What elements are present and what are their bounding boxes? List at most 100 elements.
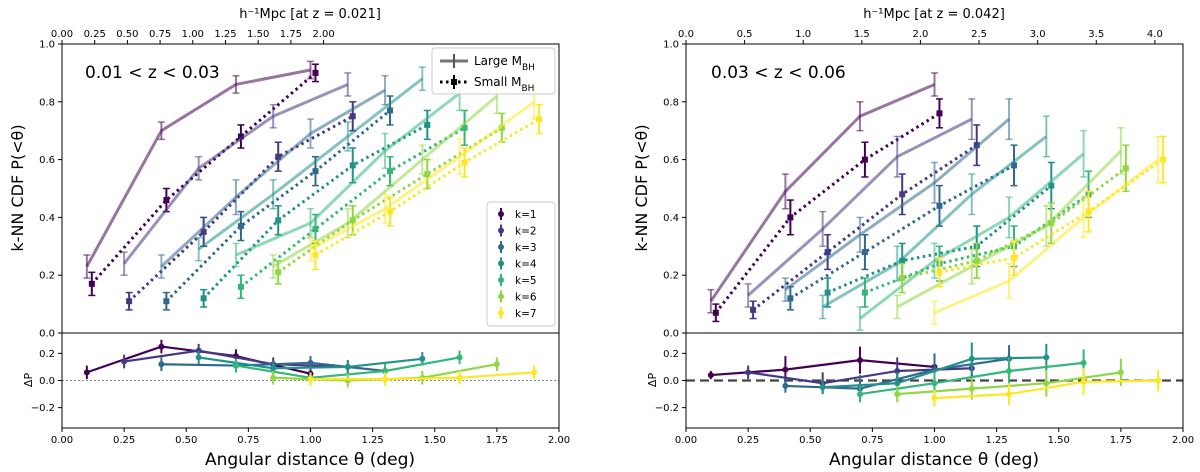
residual-marker-k2 bbox=[121, 358, 128, 365]
large-mbh-line-k7 bbox=[309, 100, 536, 251]
residual-y-axis-label: ΔP bbox=[22, 373, 35, 388]
top-tick-label: 0.75 bbox=[149, 29, 171, 40]
small-mbh-marker-k2 bbox=[899, 191, 906, 198]
y-tick-label: 0.6 bbox=[663, 155, 679, 166]
residual-y-tick-label: 0.0 bbox=[39, 376, 55, 387]
small-mbh-marker-k2 bbox=[200, 228, 207, 235]
top-tick-label: 0.50 bbox=[116, 29, 138, 40]
left-chart-panel: 0.00 0.25 0.50 0.75 1.00 1.25 1.50 1.75 2.000.00… bbox=[8, 7, 570, 470]
residual-marker-k7 bbox=[1155, 377, 1162, 384]
small-mbh-line-k4 bbox=[827, 184, 1053, 294]
small-mbh-line-k7 bbox=[314, 117, 540, 257]
x-tick-label: 2.00 bbox=[1172, 435, 1194, 446]
small-mbh-marker-k4 bbox=[1048, 182, 1055, 189]
x-tick-label: 0.50 bbox=[175, 435, 197, 446]
small-mbh-line-k7 bbox=[939, 158, 1164, 274]
small-mbh-line-k1 bbox=[90, 71, 317, 285]
small-mbh-marker-k5 bbox=[237, 283, 244, 290]
k-legend-label: k=2 bbox=[515, 226, 537, 238]
k-legend-label: k=6 bbox=[515, 292, 537, 304]
residual-marker-k5 bbox=[1006, 368, 1013, 374]
y-tick-label: 0.8 bbox=[663, 97, 679, 108]
x-tick-label: 1.50 bbox=[424, 435, 446, 446]
residual-marker-k4 bbox=[819, 384, 826, 391]
y-tick-label: 0.0 bbox=[663, 329, 679, 340]
small-mbh-marker-k7 bbox=[1160, 156, 1167, 163]
small-mbh-marker-k3 bbox=[312, 168, 319, 175]
top-axis-label: h⁻¹Mpc [at z = 0.042] bbox=[863, 7, 1005, 22]
small-mbh-marker-k7 bbox=[387, 208, 394, 215]
top-tick-label: 2.0 bbox=[912, 29, 928, 40]
small-mbh-marker-k1 bbox=[237, 133, 244, 140]
k-legend-label: k=1 bbox=[515, 209, 537, 221]
large-mbh-line-k5 bbox=[235, 91, 461, 257]
top-tick-label: 2.00 bbox=[312, 29, 334, 40]
x-axis-label: Angular distance θ (deg) bbox=[829, 450, 1039, 470]
residual-marker-k1 bbox=[782, 366, 789, 373]
residual-marker-k4 bbox=[195, 354, 202, 361]
top-tick-label: 3.5 bbox=[1088, 29, 1104, 40]
residual-marker-k2 bbox=[894, 368, 901, 374]
y-axis-label: k-NN CDF P(<θ) bbox=[632, 124, 651, 251]
residual-marker-k5 bbox=[232, 362, 239, 369]
small-mbh-line-k1 bbox=[714, 112, 941, 314]
small-mbh-marker-k2 bbox=[824, 249, 831, 256]
residual-marker-k1 bbox=[83, 369, 90, 376]
small-mbh-marker-k4 bbox=[275, 217, 282, 224]
residual-marker-k5 bbox=[931, 380, 938, 387]
small-mbh-marker-k6 bbox=[275, 269, 282, 276]
residual-marker-k7 bbox=[931, 395, 938, 402]
x-tick-label: 1.75 bbox=[486, 435, 508, 446]
residual-marker-k3 bbox=[782, 382, 789, 389]
y-tick-label: 0.4 bbox=[39, 213, 55, 224]
small-mbh-marker-k5 bbox=[312, 225, 319, 232]
y-tick-label: 0.4 bbox=[663, 213, 679, 224]
y-tick-label: 0.8 bbox=[39, 97, 55, 108]
large-mbh-line-k4 bbox=[197, 77, 424, 251]
residual-marker-k7 bbox=[456, 374, 463, 381]
residual-marker-k7 bbox=[1080, 378, 1087, 385]
residual-line-k7 bbox=[934, 379, 1159, 400]
x-tick-label: 0.25 bbox=[737, 435, 759, 446]
small-mbh-marker-k4 bbox=[349, 162, 356, 169]
large-mbh-line-k6 bbox=[896, 149, 1122, 309]
y-tick-label: 0.2 bbox=[663, 271, 679, 282]
small-mbh-marker-k3 bbox=[237, 223, 244, 230]
small-mbh-marker-k6 bbox=[1048, 220, 1055, 227]
k-legend-marker bbox=[498, 244, 504, 250]
small-mbh-marker-k6 bbox=[498, 124, 505, 131]
small-mbh-marker-k5 bbox=[861, 289, 868, 296]
residual-marker-k4 bbox=[968, 355, 975, 362]
residual-y-tick-label: −0.2 bbox=[655, 403, 679, 414]
x-tick-label: 0.25 bbox=[113, 435, 135, 446]
small-mbh-marker-k7 bbox=[536, 116, 543, 123]
residual-marker-k6 bbox=[1117, 369, 1124, 376]
residual-marker-k5 bbox=[856, 391, 863, 398]
redshift-range-annotation: 0.03 < z < 0.06 bbox=[711, 63, 846, 83]
small-mbh-marker-k3 bbox=[787, 295, 794, 302]
top-tick-label: 0.25 bbox=[84, 29, 106, 40]
top-tick-label: 1.0 bbox=[795, 29, 811, 40]
top-tick-label: 1.25 bbox=[214, 29, 236, 40]
residual-marker-k3 bbox=[158, 361, 165, 368]
y-tick-label: 0.2 bbox=[39, 271, 55, 282]
small-mbh-marker-k6 bbox=[899, 275, 906, 282]
k-legend-marker bbox=[498, 260, 504, 267]
large-mbh-line-k1 bbox=[709, 83, 936, 303]
small-mbh-marker-k6 bbox=[424, 171, 431, 178]
small-mbh-marker-k4 bbox=[899, 257, 906, 264]
top-tick-label: 1.5 bbox=[854, 29, 870, 40]
residual-marker-k4 bbox=[344, 363, 351, 370]
large-mbh-line-k3 bbox=[160, 88, 386, 268]
residual-y-axis-label: ΔP bbox=[646, 373, 659, 388]
k-legend-box bbox=[486, 201, 556, 327]
k-legend-marker bbox=[498, 227, 504, 234]
small-mbh-marker-k1 bbox=[312, 69, 319, 76]
x-tick-label: 1.00 bbox=[923, 435, 945, 446]
residual-marker-k5 bbox=[382, 368, 389, 374]
y-tick-label: 1.0 bbox=[663, 40, 679, 51]
k-legend-label: k=7 bbox=[515, 308, 537, 320]
residual-marker-k4 bbox=[1043, 354, 1050, 361]
y-tick-label: 1.0 bbox=[39, 40, 55, 51]
